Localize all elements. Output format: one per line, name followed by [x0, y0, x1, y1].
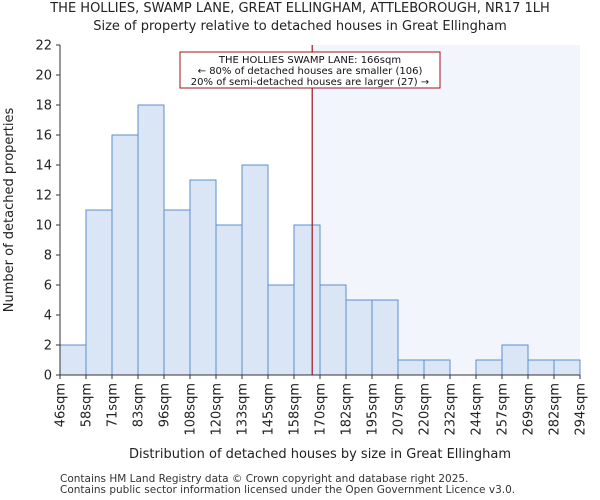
x-tick-label: 46sqm — [54, 383, 69, 427]
y-axis-label: Number of detached properties — [2, 108, 17, 313]
bar-158sqm — [293, 224, 321, 376]
bar-120sqm — [215, 224, 243, 376]
annotation-box: THE HOLLIES SWAMP LANE: 166sqm ← 80% of … — [179, 51, 441, 89]
bar-58sqm — [85, 209, 113, 376]
y-tick-label: 16 — [35, 129, 52, 144]
bar-170sqm — [319, 284, 347, 376]
x-tick-label: 282sqm — [548, 383, 563, 436]
bar-46sqm — [59, 344, 87, 376]
x-tick-label: 71sqm — [106, 383, 121, 427]
annotation-line-1: THE HOLLIES SWAMP LANE: 166sqm — [218, 55, 401, 66]
x-axis-label: Distribution of detached houses by size … — [129, 447, 511, 462]
x-tick-label: 108sqm — [184, 383, 199, 436]
bar-269sqm — [527, 359, 555, 376]
x-tick-label: 83sqm — [132, 383, 147, 427]
footer-licence: Contains public sector information licen… — [60, 484, 516, 496]
x-tick-label: 96sqm — [158, 383, 173, 427]
x-ticks-group: 46sqm 58sqm 71sqm 83sqm 96sqm 108sqm 120sqm 133… — [54, 375, 589, 436]
x-tick-label: 170sqm — [314, 383, 329, 436]
y-tick-label: 10 — [35, 219, 52, 234]
x-tick-label: 133sqm — [236, 383, 251, 436]
y-tick-label: 22 — [35, 39, 52, 54]
bar-108sqm — [189, 179, 217, 376]
footer-copyright: Contains HM Land Registry data © Crown c… — [60, 473, 469, 485]
y-tick-label: 12 — [35, 189, 52, 204]
y-tick-label: 2 — [44, 339, 52, 354]
bar-220sqm — [423, 359, 451, 376]
y-tick-label: 6 — [44, 279, 52, 294]
bar-133sqm — [241, 164, 269, 376]
chart-title: THE HOLLIES, SWAMP LANE, GREAT ELLINGHAM… — [50, 1, 550, 16]
x-tick-label: 244sqm — [470, 383, 485, 436]
y-tick-label: 20 — [35, 69, 52, 84]
x-tick-label: 182sqm — [340, 383, 355, 436]
y-tick-label: 0 — [44, 369, 52, 384]
bar-182sqm — [345, 299, 373, 376]
x-tick-label: 58sqm — [80, 383, 95, 427]
bar-282sqm — [553, 359, 581, 376]
x-tick-label: 257sqm — [496, 383, 511, 436]
x-tick-label: 120sqm — [210, 383, 225, 436]
y-tick-label: 14 — [35, 159, 52, 174]
x-tick-label: 158sqm — [288, 383, 303, 436]
bar-145sqm — [267, 284, 295, 376]
x-tick-label: 232sqm — [444, 383, 459, 436]
x-tick-label: 195sqm — [366, 383, 381, 436]
histogram-chart: 0 2 4 6 8 10 12 14 16 18 20 22 46sqm 58sqm 71sqm 83sqm… — [2, 39, 589, 463]
y-tick-label: 4 — [44, 309, 52, 324]
bar-83sqm — [137, 104, 165, 376]
x-tick-label: 269sqm — [522, 383, 537, 436]
bars-group — [59, 104, 581, 376]
bar-207sqm — [397, 359, 425, 376]
annotation-border — [179, 51, 441, 89]
x-tick-label: 145sqm — [262, 383, 277, 436]
bar-244sqm — [475, 359, 503, 376]
bar-195sqm — [371, 299, 399, 376]
bar-71sqm — [111, 134, 139, 376]
chart-subtitle: Size of property relative to detached ho… — [93, 19, 507, 34]
y-tick-label: 8 — [44, 249, 52, 264]
bar-96sqm — [163, 209, 191, 376]
annotation-line-2: ← 80% of detached houses are smaller (10… — [198, 66, 423, 77]
annotation-line-3: 20% of semi-detached houses are larger (… — [191, 77, 429, 88]
x-tick-label: 220sqm — [418, 383, 433, 436]
y-tick-label: 18 — [35, 99, 52, 114]
x-tick-label: 207sqm — [392, 383, 407, 436]
x-tick-label: 294sqm — [574, 383, 589, 436]
y-ticks-group: 0 2 4 6 8 10 12 14 16 18 20 22 — [35, 39, 60, 384]
bar-257sqm — [501, 344, 529, 376]
